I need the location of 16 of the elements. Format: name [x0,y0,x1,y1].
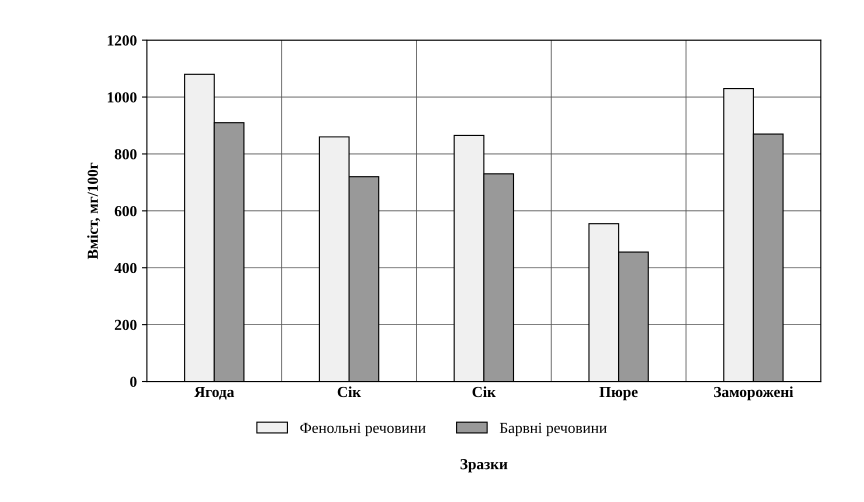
x-axis-title: Зразки [460,459,508,472]
legend-label: Барвні речовини [500,422,607,436]
x-tick-label: Сік [338,386,362,398]
x-tick-label: Ягода [194,386,234,400]
y-tick-label: 1000 [108,92,137,103]
y-tick-label: 800 [114,149,137,160]
x-tick-label: Заморожені [714,386,794,400]
x-tick-label: Пюре [600,386,638,400]
y-tick-label: 200 [114,320,137,330]
x-tick-label: Сік [472,386,496,398]
y-axis-title: Вміст, мг/100г [87,162,100,260]
y-tick-label: 1200 [108,35,137,46]
y-tick-label: 0 [130,376,137,387]
y-tick-label: 400 [114,262,137,274]
y-tick-label: 600 [114,206,137,216]
legend-label: Фенольні речовини [300,422,426,436]
